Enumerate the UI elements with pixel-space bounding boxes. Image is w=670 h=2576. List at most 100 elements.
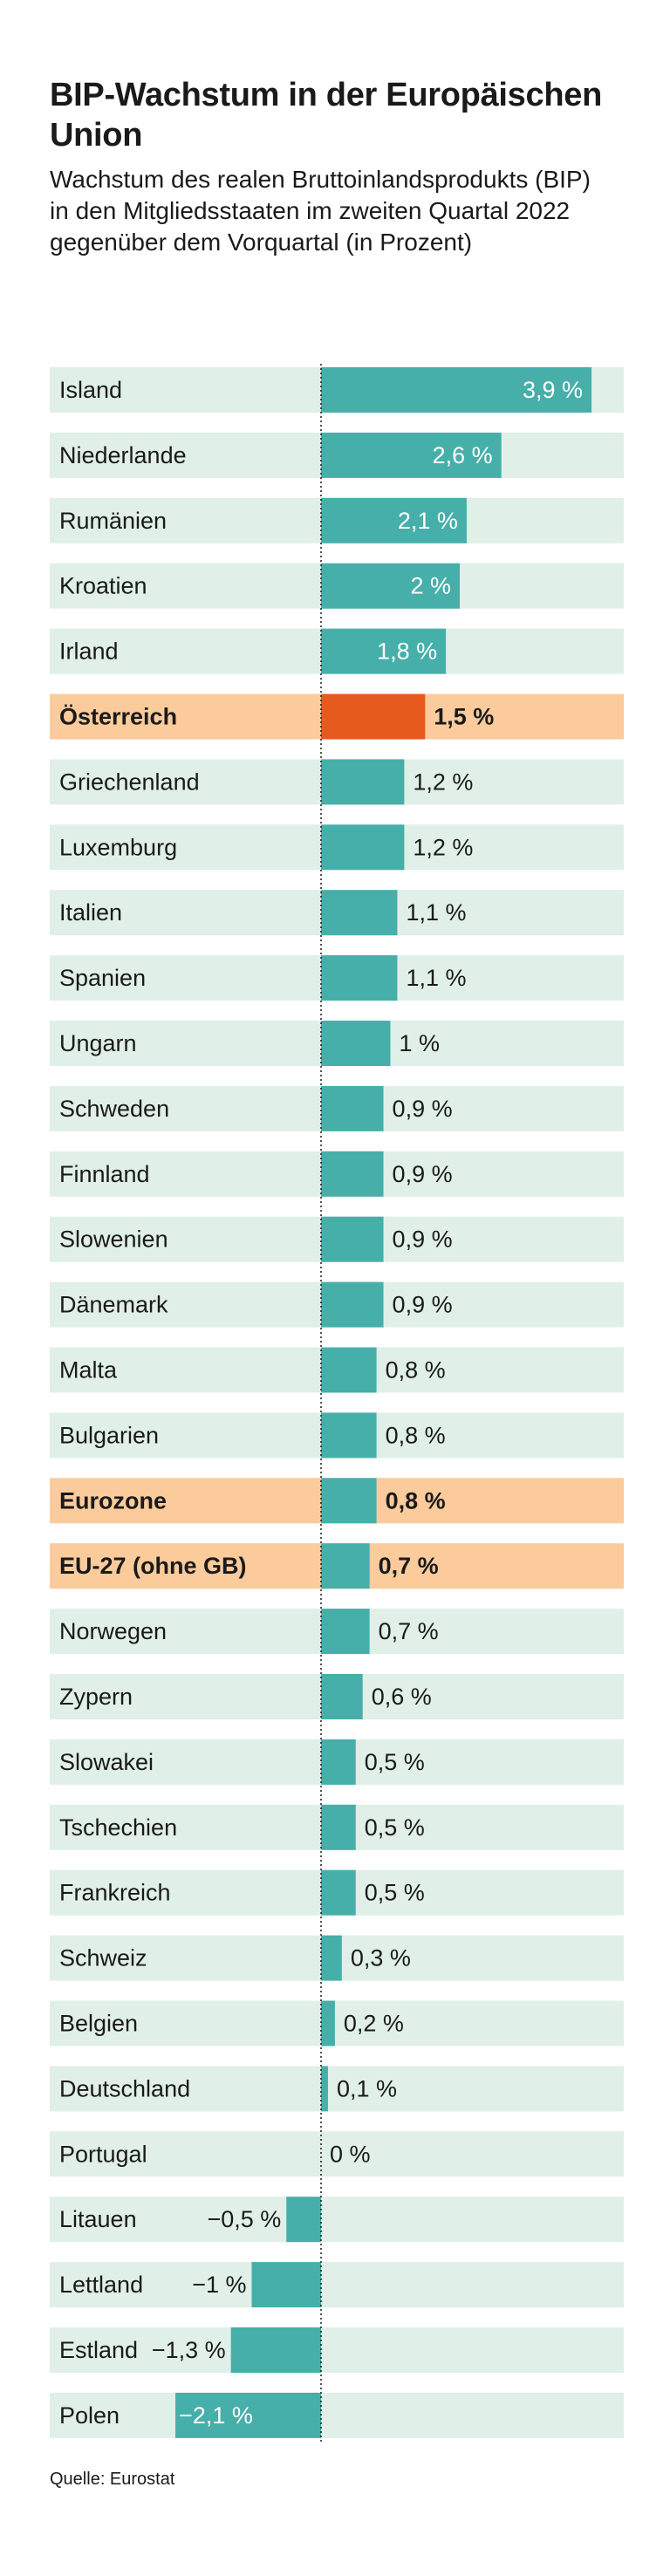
value-label: 1,5 % xyxy=(434,704,494,730)
value-label: 1,1 % xyxy=(406,899,466,926)
value-label: 2,6 % xyxy=(433,442,493,468)
value-label: −1 % xyxy=(192,2272,246,2298)
bar xyxy=(321,2066,328,2112)
bar xyxy=(321,1151,384,1197)
bar xyxy=(321,432,502,478)
bar xyxy=(321,694,426,740)
value-label: 2 % xyxy=(410,573,451,599)
row-background xyxy=(50,2000,624,2046)
value-label: 0,9 % xyxy=(393,1292,453,1318)
category-label: Deutschland xyxy=(59,2075,190,2101)
row-background xyxy=(50,2392,624,2438)
bar xyxy=(321,1085,384,1131)
value-label: 0,5 % xyxy=(365,1749,425,1775)
value-label: 0,3 % xyxy=(351,1945,411,1971)
category-label: Italien xyxy=(59,899,122,926)
row-background xyxy=(50,2131,624,2177)
value-label: 3,9 % xyxy=(523,377,583,403)
category-label: Finnland xyxy=(59,1161,150,1187)
value-label: −0,5 % xyxy=(207,2206,281,2232)
bar xyxy=(175,2392,321,2438)
bar xyxy=(321,890,398,936)
bar xyxy=(321,955,398,1001)
bar xyxy=(321,1935,342,1981)
category-label: Malta xyxy=(59,1357,118,1384)
category-label: Dänemark xyxy=(59,1292,168,1318)
category-label: Slowenien xyxy=(59,1227,168,1253)
category-label: Spanien xyxy=(59,965,146,991)
value-label: 1,2 % xyxy=(413,834,473,860)
value-label: 0,5 % xyxy=(365,1880,425,1906)
value-label: 0 % xyxy=(330,2141,371,2167)
value-label: 0,9 % xyxy=(393,1227,453,1253)
bar xyxy=(321,1609,370,1655)
value-label: −2,1 % xyxy=(179,2402,253,2429)
category-label: Rumänien xyxy=(59,508,167,534)
bar xyxy=(321,628,447,674)
chart-title: BIP-Wachstum in der Europäischen Union xyxy=(50,77,602,154)
category-label: Kroatien xyxy=(59,573,147,599)
category-label: Polen xyxy=(59,2402,120,2429)
category-label: Lettland xyxy=(59,2272,143,2298)
category-label: Irland xyxy=(59,639,119,665)
source-note: Quelle: Eurostat xyxy=(50,2470,175,2489)
category-label: EU-27 (ohne GB) xyxy=(59,1553,247,1579)
bar xyxy=(321,1543,370,1589)
category-label: Frankreich xyxy=(59,1880,171,1906)
category-label: Norwegen xyxy=(59,1618,167,1644)
value-label: 0,7 % xyxy=(379,1618,439,1644)
category-label: Schweden xyxy=(59,1096,169,1122)
bar xyxy=(321,1347,377,1393)
bar xyxy=(321,1478,377,1524)
value-label: 0,6 % xyxy=(372,1684,432,1710)
value-label: 0,7 % xyxy=(379,1553,439,1579)
category-label: Schweiz xyxy=(59,1945,147,1971)
bar xyxy=(321,1739,356,1785)
bar xyxy=(321,1869,356,1916)
row-background xyxy=(50,2262,624,2308)
category-label: Estland xyxy=(59,2337,138,2363)
category-label: Bulgarien xyxy=(59,1422,159,1448)
value-label: −1,3 % xyxy=(152,2337,226,2363)
value-label: 0,8 % xyxy=(386,1357,446,1384)
category-label: Litauen xyxy=(59,2206,137,2232)
category-label: Slowakei xyxy=(59,1749,154,1775)
bar xyxy=(321,824,405,871)
category-label: Zypern xyxy=(59,1684,133,1710)
value-label: 0,8 % xyxy=(386,1487,446,1513)
category-label: Ungarn xyxy=(59,1030,137,1056)
category-label: Eurozone xyxy=(59,1487,167,1513)
bar xyxy=(321,759,405,805)
value-label: 1,8 % xyxy=(377,639,437,665)
bar xyxy=(321,1281,384,1328)
bar xyxy=(321,563,460,609)
bar xyxy=(321,367,592,413)
bar xyxy=(321,1804,356,1850)
bar xyxy=(251,2262,321,2308)
bar xyxy=(230,2327,321,2373)
chart-subtitle: Wachstum des realen Bruttoinlandsprodukt… xyxy=(50,166,591,256)
bar xyxy=(321,1021,391,1066)
value-label: 0,1 % xyxy=(337,2075,397,2101)
bar xyxy=(286,2197,321,2243)
bar xyxy=(321,1674,363,1719)
category-label: Niederlande xyxy=(59,442,187,468)
category-label: Island xyxy=(59,377,122,403)
row-background xyxy=(50,2197,624,2243)
value-label: 0,9 % xyxy=(393,1096,453,1122)
category-label: Griechenland xyxy=(59,769,200,795)
category-label: Luxemburg xyxy=(59,834,177,860)
value-label: 2,1 % xyxy=(398,508,458,534)
value-label: 0,8 % xyxy=(386,1422,446,1448)
bar xyxy=(321,1412,377,1459)
value-label: 1 % xyxy=(400,1030,441,1056)
category-label: Tschechien xyxy=(59,1814,177,1841)
bar xyxy=(321,1216,384,1262)
bar xyxy=(321,497,467,543)
value-label: 0,5 % xyxy=(365,1814,425,1841)
value-label: 0,2 % xyxy=(344,2011,404,2037)
category-label: Portugal xyxy=(59,2141,147,2167)
category-label: Belgien xyxy=(59,2011,138,2037)
row-background xyxy=(50,2066,624,2112)
category-label: Österreich xyxy=(59,704,177,730)
